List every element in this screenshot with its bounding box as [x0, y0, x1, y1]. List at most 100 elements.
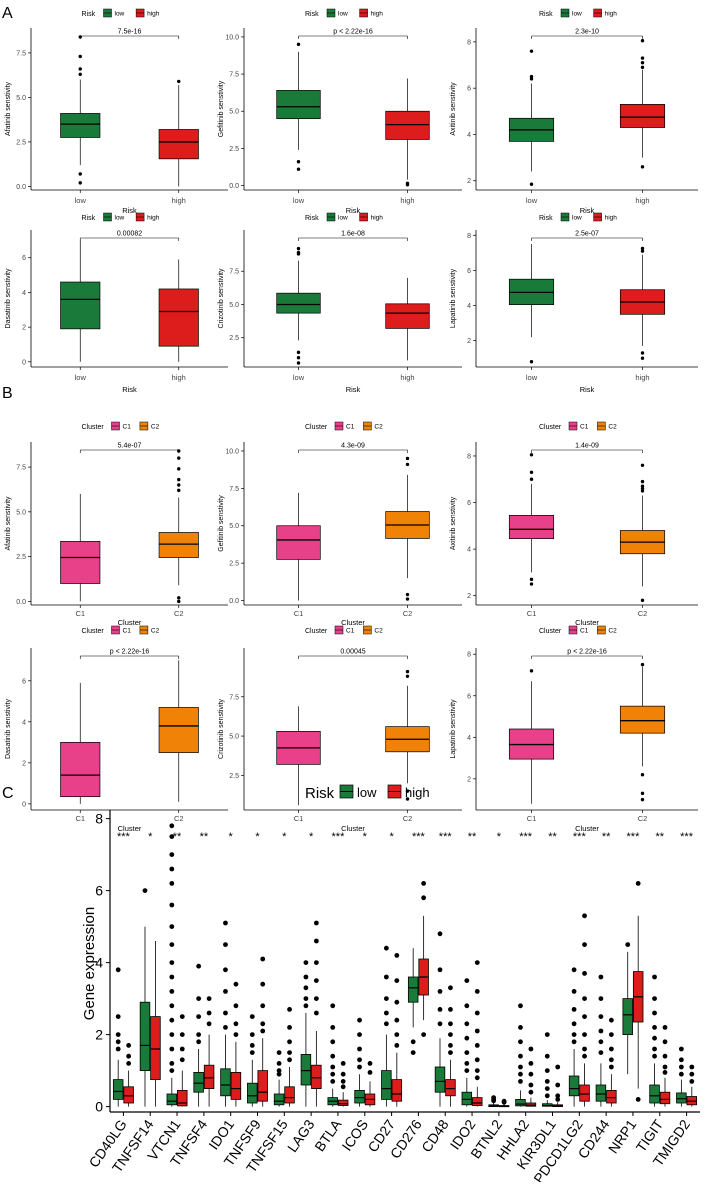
- p-value-label: p < 2.22e-16: [567, 649, 607, 656]
- outlier-point: [313, 1010, 319, 1016]
- box-high: [177, 1014, 188, 1107]
- outlier-point: [313, 978, 319, 983]
- gene-group-hhla2: ***HHLA2: [493, 831, 537, 1163]
- x-tick-label: C1: [527, 609, 537, 618]
- outlier-point: [640, 56, 645, 60]
- box-low: [166, 823, 178, 1107]
- outlier-point: [640, 484, 645, 488]
- box-low: [542, 1032, 553, 1107]
- outlier-point: [474, 1043, 480, 1048]
- p-value-label: p < 2.22e-16: [110, 649, 150, 656]
- outlier-point: [464, 1003, 470, 1009]
- outlier-point: [474, 1010, 480, 1016]
- outlier-point: [571, 1032, 577, 1037]
- outlier-point: [405, 789, 410, 793]
- outlier-point: [260, 1021, 266, 1027]
- y-tick-label: 8: [467, 453, 471, 460]
- outlier-point: [169, 1061, 175, 1066]
- box-low: [354, 1017, 365, 1107]
- outlier-point: [177, 599, 181, 604]
- outlier-point: [405, 674, 410, 679]
- box-low: [622, 942, 633, 1075]
- y-tick-label: 0.0: [16, 184, 26, 191]
- outlier-point: [78, 67, 82, 71]
- outlier-point: [196, 996, 202, 1001]
- outlier-point: [544, 1086, 550, 1091]
- outlier-point: [448, 1050, 453, 1055]
- outlier-point: [394, 1032, 400, 1037]
- x-tick-label: low: [75, 196, 87, 205]
- outlier-point: [448, 1021, 453, 1027]
- box-body: [659, 1091, 671, 1105]
- outlier-point: [652, 1035, 657, 1041]
- box-high: [385, 78, 430, 187]
- outlier-point: [608, 1064, 614, 1070]
- outlier-point: [640, 246, 645, 251]
- y-tick-label: 2: [22, 325, 26, 332]
- legend: Risk low high: [82, 212, 160, 222]
- outlier-point: [126, 1043, 132, 1048]
- outlier-point: [78, 181, 82, 185]
- outlier-point: [169, 866, 175, 872]
- legend-label: low: [357, 785, 377, 800]
- outlier-point: [394, 999, 400, 1005]
- box-high: [311, 920, 322, 1107]
- legend-label: high: [371, 11, 384, 18]
- x-tick-label: low: [293, 373, 305, 382]
- box-body: [300, 1054, 312, 1086]
- box-body: [230, 1072, 242, 1100]
- y-axis-title: Axitinib senstivity: [450, 496, 457, 550]
- outlier-point: [529, 77, 534, 81]
- outlier-point: [177, 488, 181, 493]
- box-body: [579, 1084, 590, 1102]
- outlier-point: [249, 1014, 255, 1019]
- x-tick-label: C1: [294, 814, 304, 823]
- significance-label: ***: [439, 831, 453, 843]
- outlier-point: [464, 1035, 470, 1041]
- outlier-point: [126, 1061, 132, 1066]
- outlier-point: [652, 1010, 657, 1016]
- box-body: [257, 1070, 268, 1102]
- significance-label: **: [200, 831, 209, 843]
- box-body: [276, 525, 321, 560]
- outlier-point: [582, 1053, 587, 1059]
- box-high: [123, 1043, 134, 1107]
- outlier-point: [582, 1032, 587, 1037]
- x-tick-label: high: [400, 373, 414, 382]
- outlier-point: [501, 1099, 507, 1105]
- outlier-point: [652, 1025, 657, 1030]
- outlier-point: [555, 1082, 561, 1088]
- outlier-point: [313, 938, 319, 944]
- box-high: [203, 996, 215, 1107]
- box-body: [595, 1084, 607, 1102]
- outlier-point: [598, 974, 604, 980]
- outlier-point: [260, 981, 266, 987]
- outlier-point: [544, 1053, 550, 1059]
- y-tick-label: 2.5: [16, 554, 26, 561]
- y-tick-label: 5.0: [229, 523, 239, 530]
- legend: Cluster C1 C2: [539, 421, 617, 431]
- outlier-point: [78, 54, 82, 59]
- y-tick-label: 0.0: [16, 599, 26, 606]
- box-body: [177, 1090, 188, 1107]
- p-value-label: 0.00082: [117, 231, 142, 238]
- legend-label: C1: [580, 628, 589, 635]
- outlier-point: [296, 246, 301, 251]
- outlier-point: [662, 1070, 668, 1075]
- outlier-point: [206, 1021, 212, 1027]
- outlier-point: [474, 1075, 480, 1081]
- box-low: [60, 240, 101, 362]
- outlier-point: [330, 1003, 336, 1009]
- outlier-point: [177, 456, 181, 460]
- legend-label: C1: [580, 424, 589, 431]
- legend-label: C1: [346, 628, 355, 635]
- box-low: [220, 920, 231, 1107]
- box-C2: [385, 456, 430, 601]
- legend-label: C1: [123, 628, 132, 635]
- outlier-point: [405, 183, 410, 187]
- outlier-point: [357, 1057, 362, 1063]
- outlier-point: [78, 172, 82, 176]
- outlier-point: [640, 165, 645, 169]
- box-C1: [276, 492, 321, 601]
